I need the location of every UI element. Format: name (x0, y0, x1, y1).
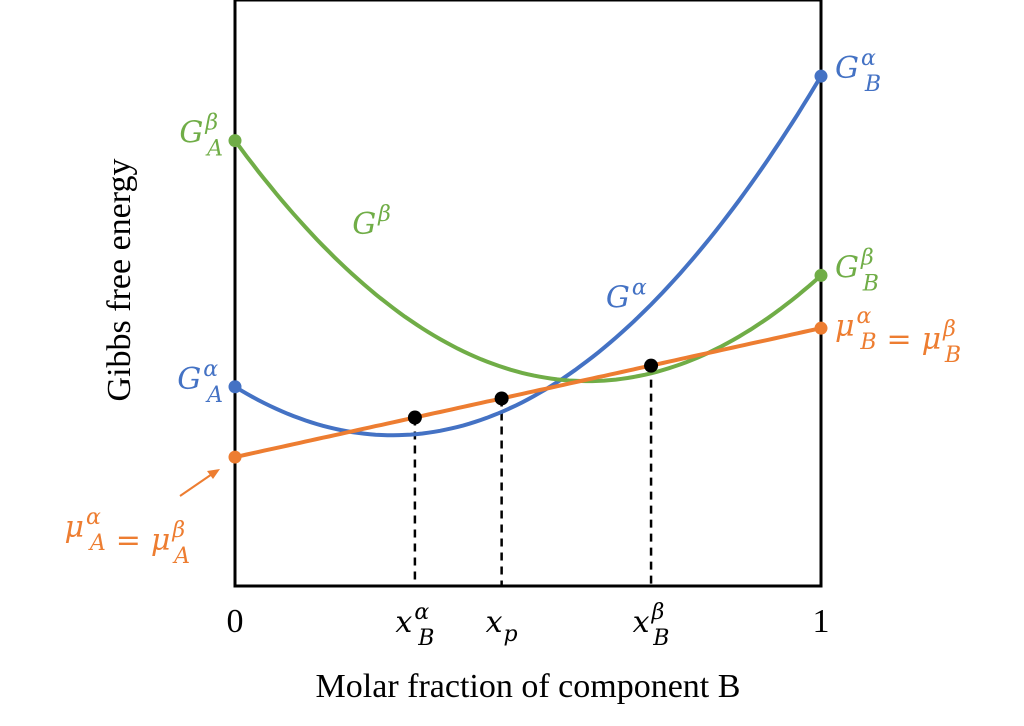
marked-point-1 (494, 391, 509, 406)
equation-label-left: μα A = μβ A (65, 505, 191, 569)
equation-label-right: μα B = μβ B (835, 304, 961, 368)
x-marker-label-1: xp (486, 605, 518, 647)
series-tangent-left-endpoint (228, 450, 242, 464)
curve-label-beta: Gβ (352, 202, 391, 242)
x-marker-label-0: xα B (395, 600, 434, 651)
x-marker-label-2: xβ B (633, 600, 670, 651)
endpoint-label-beta-right: Gβ B (835, 245, 879, 296)
endpoint-label-alpha-right: Gα B (835, 46, 881, 97)
plot-frame (233, 0, 823, 588)
x-tick-label-1: 1 (813, 603, 830, 640)
endpoint-label-beta-left: Gβ A (179, 111, 223, 162)
series-alpha-right-endpoint (814, 69, 828, 83)
x-tick-label-0: 0 (227, 603, 244, 640)
series-tangent-right-endpoint (814, 321, 828, 335)
x-axis-title: Molar fraction of component B (316, 668, 741, 705)
curve-label-alpha: Gα (606, 276, 647, 316)
pointer-arrow (179, 471, 216, 497)
series-beta-right-endpoint (814, 268, 828, 282)
series-beta-left-endpoint (228, 134, 242, 148)
marked-point-0 (407, 410, 422, 425)
series-alpha-left-endpoint (228, 380, 242, 394)
pointer-arrowhead (207, 469, 220, 479)
marked-point-2 (644, 358, 659, 373)
endpoint-label-alpha-left: Gα A (177, 357, 223, 408)
series-alpha-curve (233, 75, 823, 438)
series-tangent-curve (234, 326, 822, 460)
series-beta-curve (233, 139, 823, 384)
y-axis-title: Gibbs free energy (101, 159, 138, 402)
